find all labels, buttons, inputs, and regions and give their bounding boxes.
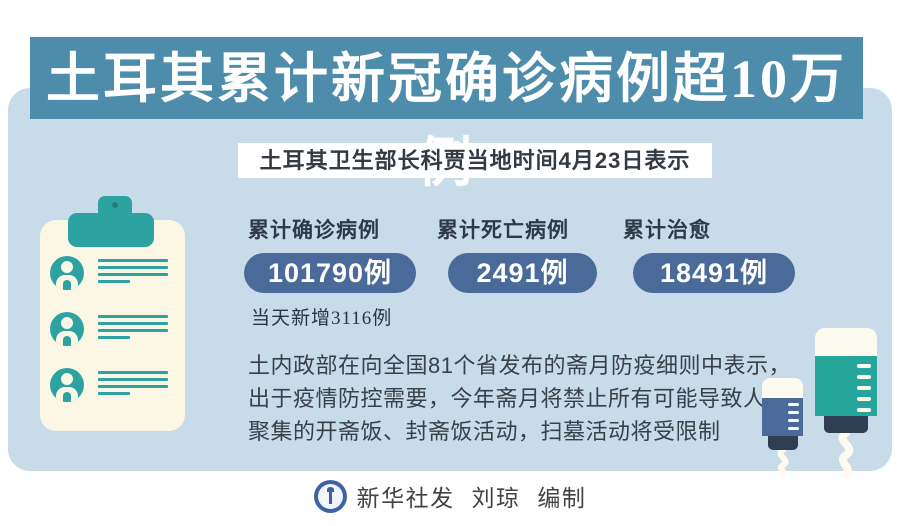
body-paragraph: 土内政部在向全国81个省发布的斋月防疫细则中表示， 出于疫情防控需要，今年斋月将…	[248, 349, 791, 448]
iv-drip-bags-icon	[755, 326, 890, 478]
roster-row	[40, 368, 185, 404]
person-icon	[50, 368, 84, 402]
stat-value-confirmed: 101790例	[244, 253, 416, 293]
xinhua-emblem-icon	[313, 479, 347, 513]
stat-label-deaths: 累计死亡病例	[437, 219, 569, 242]
person-icon	[50, 256, 84, 290]
iv-bag-small-icon	[762, 378, 803, 478]
stat-label-recovered: 累计治愈	[623, 219, 711, 242]
footer-credit-row: 新华社发 刘琼 编制	[0, 479, 900, 513]
subtitle-bar: 土耳其卫生部长科贾当地时间4月23日表示	[238, 143, 712, 178]
stat-value-recovered: 18491例	[633, 253, 795, 293]
iv-tube-glyph	[777, 450, 788, 478]
stat-label-confirmed: 累计确诊病例	[248, 219, 380, 242]
body-line: 聚集的开斋饭、封斋饭活动，扫墓活动将受限制	[248, 419, 721, 444]
roster-row	[40, 256, 185, 292]
text-lines-glyph	[98, 259, 168, 287]
stat-value-deaths: 2491例	[448, 253, 597, 293]
iv-bag-large-icon	[815, 328, 877, 477]
clipboard-knob-dot	[112, 202, 118, 208]
credit-text: 新华社发 刘琼 编制	[356, 485, 587, 511]
clipboard-roster-icon	[40, 196, 185, 431]
text-lines-glyph	[98, 315, 168, 343]
title-banner: 土耳其累计新冠确诊病例超10万例	[30, 37, 863, 193]
text-lines-glyph	[98, 371, 168, 399]
person-icon	[50, 312, 84, 346]
clipboard-clip	[68, 213, 154, 247]
page-title: 土耳其累计新冠确诊病例超10万例	[46, 49, 847, 193]
daily-new-cases-note: 当天新增3116例	[251, 308, 393, 329]
iv-tube-glyph	[838, 433, 854, 477]
roster-row	[40, 312, 185, 348]
body-line: 出于疫情防控需要，今年斋月将禁止所有可能导致人员	[248, 386, 789, 411]
body-line: 土内政部在向全国81个省发布的斋月防疫细则中表示，	[248, 353, 791, 378]
